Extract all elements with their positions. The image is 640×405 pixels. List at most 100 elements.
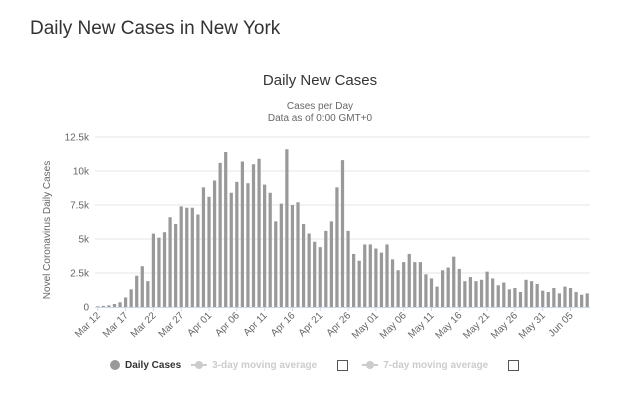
bar[interactable]	[580, 294, 584, 307]
bar[interactable]	[140, 266, 144, 307]
bar[interactable]	[546, 292, 550, 307]
bar[interactable]	[452, 256, 456, 307]
bar[interactable]	[568, 287, 573, 307]
bar[interactable]	[246, 183, 250, 307]
bar[interactable]	[363, 244, 367, 307]
bar[interactable]	[329, 221, 333, 307]
bar[interactable]	[135, 275, 139, 307]
bar[interactable]	[146, 281, 150, 307]
bar[interactable]	[402, 262, 406, 307]
bar[interactable]	[96, 306, 100, 307]
bar[interactable]	[407, 253, 411, 307]
bar[interactable]	[285, 149, 289, 307]
bar[interactable]	[513, 287, 517, 307]
bar[interactable]	[196, 214, 200, 307]
bar[interactable]	[468, 277, 473, 307]
bar[interactable]	[235, 181, 239, 307]
bar[interactable]	[340, 160, 345, 307]
x-tick-label: Apr 26	[325, 310, 354, 339]
moving-average-3-checkbox[interactable]	[337, 359, 349, 371]
bar[interactable]	[385, 244, 389, 307]
bar[interactable]	[507, 289, 511, 307]
bar[interactable]	[168, 217, 172, 307]
legend-item-3-day-average[interactable]: 3-day moving average	[191, 360, 317, 371]
bar[interactable]	[390, 259, 395, 307]
bar[interactable]	[441, 270, 445, 307]
x-tick-label: Jun 05	[547, 310, 576, 339]
x-tick-label: May 26	[489, 310, 520, 341]
bar[interactable]	[524, 279, 528, 307]
bar[interactable]	[357, 260, 361, 307]
bar[interactable]	[352, 253, 356, 307]
bar[interactable]	[535, 283, 539, 307]
bar[interactable]	[485, 271, 489, 307]
bar[interactable]	[502, 282, 506, 307]
bar[interactable]	[457, 268, 461, 307]
bar[interactable]	[274, 221, 278, 307]
bar[interactable]	[240, 161, 244, 307]
y-tick-label: 12.5k	[65, 133, 90, 144]
moving-average-7-checkbox[interactable]	[508, 359, 520, 371]
bar[interactable]	[307, 233, 311, 307]
bar[interactable]	[318, 247, 322, 307]
bar[interactable]	[335, 187, 339, 307]
bar[interactable]	[563, 286, 567, 307]
bar[interactable]	[224, 151, 228, 307]
bar[interactable]	[368, 244, 372, 307]
legend-line-icon	[362, 360, 379, 370]
bar[interactable]	[268, 192, 272, 307]
bar[interactable]	[179, 206, 183, 307]
bar[interactable]	[379, 252, 384, 307]
bar[interactable]	[129, 289, 133, 307]
bar[interactable]	[207, 196, 211, 307]
bar[interactable]	[229, 192, 233, 307]
bar[interactable]	[474, 281, 478, 307]
x-tick-label: Apr 11	[242, 310, 270, 338]
bar[interactable]	[112, 304, 117, 307]
bar[interactable]	[324, 230, 328, 307]
bar[interactable]	[107, 305, 111, 307]
bar[interactable]	[313, 241, 317, 307]
legend-item-7-day-average[interactable]: 7-day moving average	[362, 360, 488, 371]
bar[interactable]	[529, 281, 534, 307]
bar[interactable]	[118, 302, 122, 307]
bar[interactable]	[574, 292, 578, 307]
legend-item-daily-cases[interactable]: Daily Cases	[110, 360, 181, 371]
bar[interactable]	[585, 293, 589, 307]
bar[interactable]	[123, 297, 128, 307]
bar[interactable]	[257, 158, 261, 307]
bar[interactable]	[263, 184, 267, 307]
bar[interactable]	[212, 180, 217, 307]
bar[interactable]	[101, 305, 105, 307]
bar[interactable]	[557, 293, 562, 307]
bar[interactable]	[201, 187, 206, 307]
bar[interactable]	[151, 233, 156, 307]
bar[interactable]	[218, 162, 222, 307]
bar[interactable]	[446, 267, 450, 307]
bar[interactable]	[552, 287, 556, 307]
bar[interactable]	[301, 224, 306, 307]
bar[interactable]	[518, 292, 523, 307]
bar[interactable]	[279, 203, 283, 307]
bar[interactable]	[185, 207, 189, 307]
bar[interactable]	[157, 237, 161, 307]
bar[interactable]	[479, 279, 484, 307]
bar[interactable]	[162, 232, 167, 307]
bar[interactable]	[424, 274, 428, 307]
bar[interactable]	[496, 285, 500, 307]
bar[interactable]	[429, 278, 434, 307]
bar[interactable]	[296, 202, 300, 307]
bar[interactable]	[413, 262, 417, 307]
bar[interactable]	[190, 207, 194, 307]
bar[interactable]	[463, 281, 467, 307]
bar[interactable]	[251, 164, 256, 307]
bar[interactable]	[174, 224, 178, 307]
bar[interactable]	[435, 286, 439, 307]
bar[interactable]	[374, 248, 378, 307]
bar[interactable]	[290, 205, 295, 307]
bar[interactable]	[418, 262, 422, 307]
bar[interactable]	[396, 270, 400, 307]
bar[interactable]	[491, 278, 495, 307]
bar[interactable]	[346, 230, 350, 307]
bar[interactable]	[541, 290, 545, 307]
